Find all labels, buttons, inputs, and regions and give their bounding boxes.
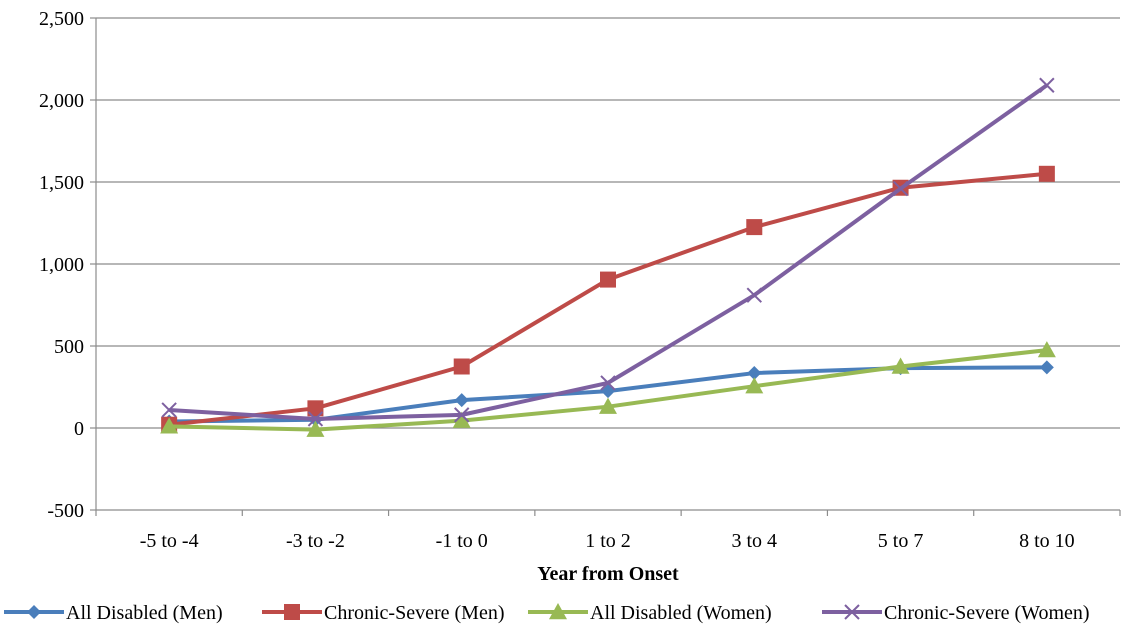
data-point [453, 358, 470, 375]
data-point [746, 287, 762, 303]
x-tick-label: 1 to 2 [585, 530, 631, 552]
y-tick-label: 0 [74, 418, 84, 440]
y-tick-labels: -500 0 500 1,000 1,500 2,000 2,500 [39, 8, 84, 522]
data-point [307, 400, 324, 417]
legend-item: Chronic-Severe (Men) [262, 602, 505, 624]
x-tick-label: 5 to 7 [878, 530, 924, 552]
x-marker-stroke [1039, 77, 1055, 93]
y-tick-label: 1,500 [39, 172, 84, 194]
legend-marker [284, 604, 300, 620]
data-point [454, 393, 469, 408]
data-point [160, 417, 179, 434]
axes [90, 17, 1121, 516]
legend-marker [844, 604, 860, 620]
x-tick-label: 8 to 10 [1019, 530, 1075, 552]
y-tick-label: 2,500 [39, 8, 84, 30]
data-point [747, 366, 762, 381]
data-point [1038, 165, 1055, 182]
legend-label: Chronic-Severe (Women) [884, 602, 1090, 624]
x-marker-stroke [892, 180, 909, 197]
legend: All Disabled (Men) Chronic-Severe (Men) Al… [4, 602, 1090, 624]
data-point [1039, 360, 1054, 375]
data-point [746, 219, 763, 236]
data-point [306, 420, 325, 437]
data-point [600, 271, 616, 288]
gridlines [96, 17, 1120, 511]
x-marker-stroke [161, 402, 177, 418]
data-point [452, 411, 471, 428]
x-tick-label: 3 to 4 [732, 530, 778, 552]
x-marker-stroke [307, 411, 324, 427]
y-tick-label: 2,000 [39, 90, 84, 112]
x-tick-labels: -5 to -4 -3 to -2 -1 to 0 1 to 2 3 to 4 5 to … [140, 530, 1075, 552]
x-marker-stroke [600, 375, 616, 391]
x-marker-stroke [844, 604, 860, 620]
legend-item: All Disabled (Men) [4, 602, 223, 624]
legend-label: All Disabled (Men) [66, 602, 223, 624]
legend-item: All Disabled (Women) [528, 602, 772, 624]
data-point [454, 407, 470, 423]
data-point [745, 377, 764, 394]
y-tick-label: 1,000 [39, 254, 84, 276]
x-axis-title: Year from Onset [537, 563, 679, 585]
y-tick-label: 500 [54, 336, 84, 358]
x-marker-stroke [746, 287, 762, 303]
data-point [1037, 341, 1056, 358]
series-3 [160, 341, 1056, 437]
data-point [599, 397, 617, 414]
data-point [891, 357, 910, 374]
y-tick-label: -500 [47, 500, 84, 522]
x-tick-label: -5 to -4 [140, 530, 199, 552]
legend-marker [549, 603, 567, 620]
legend-label: Chronic-Severe (Men) [324, 602, 505, 624]
data-point [601, 384, 615, 399]
legend-item: Chronic-Severe (Women) [822, 602, 1090, 624]
data-point [1039, 77, 1055, 93]
data-point [161, 402, 177, 418]
legend-label: All Disabled (Women) [590, 602, 772, 624]
data-point [600, 375, 616, 391]
data-point [892, 180, 909, 197]
data-point [307, 411, 324, 427]
x-marker-stroke [454, 407, 470, 423]
series-4 [161, 77, 1055, 427]
x-tick-label: -1 to 0 [436, 530, 488, 552]
series [160, 77, 1056, 437]
legend-marker [27, 605, 41, 619]
x-tick-label: -3 to -2 [286, 530, 345, 552]
